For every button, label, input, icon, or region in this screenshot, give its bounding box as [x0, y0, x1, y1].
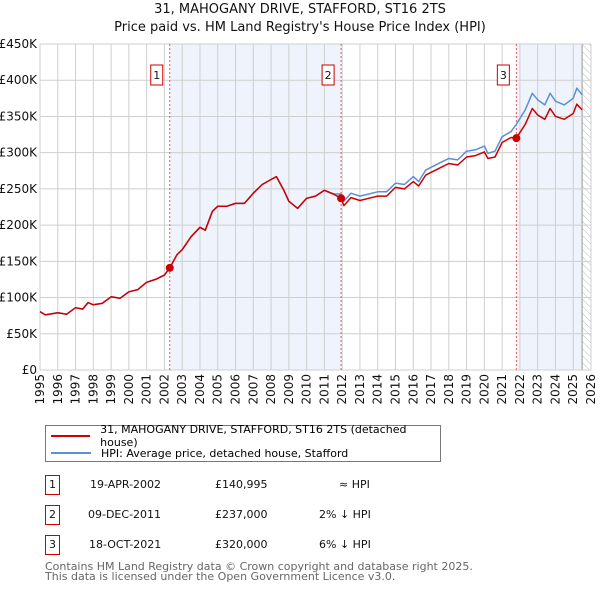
x-tick-label: 1998: [86, 374, 100, 405]
transaction-date: 09-DEC-2011: [88, 508, 162, 521]
x-tick-label: 2010: [300, 374, 314, 405]
x-tick-label: 2026: [584, 374, 598, 405]
footer-copyright: Contains HM Land Registry data © Crown c…: [45, 560, 473, 573]
sale-label-box: [496, 64, 510, 86]
footer-licence: This data is licensed under the Open Gov…: [45, 570, 396, 583]
y-tick-label: £400K: [0, 73, 38, 87]
price-paid-line: [39, 103, 583, 316]
sale-label-box: [150, 64, 164, 86]
x-tick-label: 2001: [140, 374, 154, 405]
x-tick-label: 2007: [246, 374, 260, 405]
x-tick-label: 2009: [282, 374, 296, 405]
chart-subtitle: Price paid vs. HM Land Registry's House …: [114, 20, 486, 35]
y-tick-label: £50K: [6, 327, 38, 341]
transaction-date: 19-APR-2002: [90, 478, 162, 491]
x-tick-label: 2011: [317, 374, 331, 405]
transaction-price: £140,995: [215, 478, 268, 491]
sale-point: [337, 194, 346, 203]
legend-item-hpi: HPI: Average price, detached house, Staf…: [46, 445, 348, 461]
x-tick-label: 2004: [193, 374, 207, 405]
x-tick-label: 2025: [566, 374, 580, 405]
price-chart: £0 £50K £100K £150K £200K £250K £300K £350K £400…: [0, 37, 598, 405]
transaction-badge: 1: [45, 475, 60, 495]
sale-label: 3: [500, 69, 507, 82]
legend-item-price: 31, MAHOGANY DRIVE, STAFFORD, ST16 2TS (…: [46, 423, 440, 449]
shaded-period-2: [516, 44, 583, 370]
transaction-badge: 2: [45, 505, 60, 525]
transaction-hpi: ≈ HPI: [339, 478, 370, 491]
y-tick-label: £450K: [0, 37, 38, 51]
x-tick-label: 2019: [460, 374, 474, 405]
transaction-badge: 3: [45, 535, 60, 555]
legend-swatch-hpi: [51, 452, 91, 454]
y-tick-label: £100K: [0, 291, 38, 305]
x-tick-label: 2020: [477, 374, 491, 405]
forecast-hatch: [582, 44, 591, 370]
x-tick-label: 2006: [229, 374, 243, 405]
x-tick-label: 2003: [175, 374, 189, 405]
x-tick-label: 1995: [33, 374, 47, 405]
transaction-hpi: 6% ↓ HPI: [319, 538, 371, 551]
x-tick-label: 2016: [406, 374, 420, 405]
transaction-date: 18-OCT-2021: [89, 538, 162, 551]
x-tick-label: 2002: [157, 374, 171, 405]
y-tick-label: £350K: [0, 109, 38, 123]
x-tick-label: 2018: [442, 374, 456, 405]
shaded-period-1: [169, 44, 342, 370]
x-tick-label: 2013: [353, 374, 367, 405]
legend: 31, MAHOGANY DRIVE, STAFFORD, ST16 2TS (…: [45, 423, 441, 462]
chart-title: 31, MAHOGANY DRIVE, STAFFORD, ST16 2TS: [154, 2, 446, 17]
y-tick-label: £0: [22, 363, 37, 377]
sale-label: 1: [153, 69, 160, 82]
transaction-price: £237,000: [215, 508, 268, 521]
transaction-price: £320,000: [215, 538, 268, 551]
sale-label-box: [321, 64, 335, 86]
y-tick-label: £300K: [0, 146, 38, 160]
legend-label-price: 31, MAHOGANY DRIVE, STAFFORD, ST16 2TS (…: [100, 423, 407, 449]
x-tick-label: 2008: [264, 374, 278, 405]
x-tick-label: 2005: [211, 374, 225, 405]
x-tick-label: 1999: [104, 374, 118, 405]
transaction-hpi: 2% ↓ HPI: [319, 508, 371, 521]
x-tick-label: 2023: [531, 374, 545, 405]
y-tick-label: £250K: [0, 182, 38, 196]
x-tick-label: 2012: [335, 374, 349, 405]
y-tick-label: £150K: [0, 254, 38, 268]
x-tick-label: 2015: [388, 374, 402, 405]
x-tick-label: 2014: [371, 374, 385, 405]
sale-point: [165, 263, 174, 272]
sale-label: 2: [325, 69, 332, 82]
x-tick-label: 1996: [51, 374, 65, 405]
x-tick-label: 2017: [424, 374, 438, 405]
x-tick-label: 2024: [548, 374, 562, 405]
legend-label-hpi: HPI: Average price, detached house, Staf…: [101, 446, 349, 460]
x-tick-label: 1997: [69, 374, 83, 405]
plot-border: [39, 43, 592, 371]
legend-swatch-price: [51, 435, 91, 437]
sale-point: [512, 134, 521, 143]
x-tick-label: 2022: [513, 374, 527, 405]
x-tick-label: 2021: [495, 374, 509, 405]
y-tick-label: £200K: [0, 218, 38, 232]
x-tick-label: 2000: [122, 374, 136, 405]
